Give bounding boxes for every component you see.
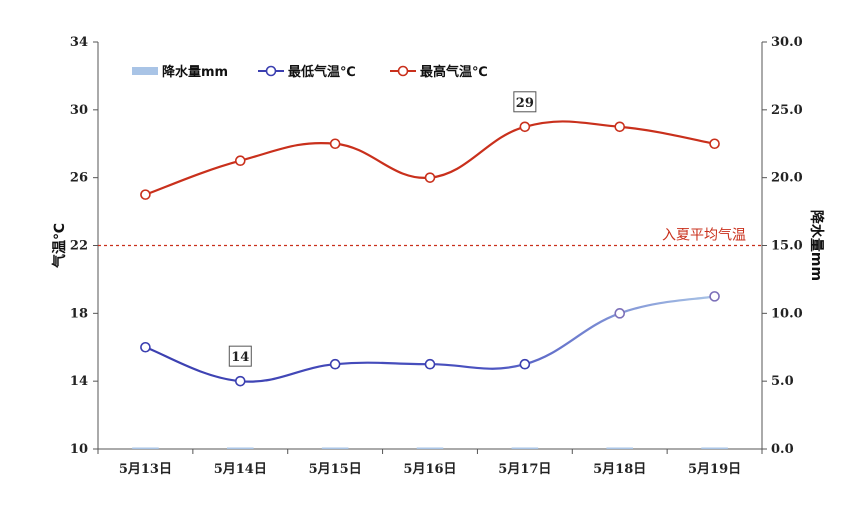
x-tick-label: 5月18日: [593, 462, 646, 477]
data-label: 14: [231, 350, 249, 365]
data-point: [519, 358, 531, 370]
left-tick-label: 30: [70, 103, 88, 118]
precipitation-bar: [416, 447, 444, 449]
data-point: [234, 375, 246, 387]
x-tick-label: 5月15日: [309, 462, 362, 477]
legend-swatch-marker: [265, 65, 277, 77]
data-point: [329, 358, 341, 370]
left-axis-title: 气温℃: [51, 223, 68, 269]
reference-line-group: 入夏平均气温: [98, 228, 762, 247]
data-point: [614, 308, 626, 319]
data-point: [519, 121, 531, 133]
right-tick-label: 5.0: [771, 374, 794, 389]
x-tick-label: 5月19日: [688, 462, 741, 477]
data-point: [614, 121, 626, 133]
legend: 降水量mm 最低气温℃ 最高气温℃: [132, 64, 488, 80]
left-tick-label: 18: [70, 306, 88, 321]
series-line-max-temp: [145, 120, 715, 196]
data-point: [709, 138, 720, 150]
precipitation-bar: [606, 447, 633, 449]
data-point: [424, 358, 436, 370]
data-point: [329, 138, 341, 150]
x-tick-label: 5月14日: [214, 462, 267, 477]
axes: 10 14 18 22 26 30 34 0.0 5.0 10.0 15.0 20.0 25.0 30.0…: [51, 35, 825, 477]
right-tick-label: 15.0: [771, 239, 803, 254]
left-tick-label: 14: [70, 374, 88, 389]
left-tick-label: 34: [70, 35, 88, 50]
left-tick-label: 22: [70, 239, 88, 254]
left-tick-label: 10: [70, 442, 88, 457]
data-point: [234, 155, 246, 167]
x-tick-label: 5月17日: [498, 462, 551, 477]
legend-swatch-precipitation: [132, 67, 158, 75]
data-label-box: [228, 345, 252, 367]
right-axis-title: 降水量mm: [808, 210, 825, 281]
data-label: 29: [516, 96, 534, 111]
left-tick-label: 26: [70, 171, 88, 186]
right-tick-label: 20.0: [771, 171, 803, 186]
legend-label: 最低气温℃: [288, 64, 356, 80]
reference-line-label: 入夏平均气温: [662, 228, 746, 244]
x-tick-label: 5月16日: [403, 462, 456, 477]
data-point: [140, 341, 151, 353]
precipitation-bar: [227, 447, 254, 449]
data-point: [709, 291, 720, 302]
legend-swatch-marker: [397, 65, 409, 77]
legend-label: 最高气温℃: [420, 64, 488, 80]
right-tick-label: 25.0: [771, 103, 803, 118]
right-tick-label: 0.0: [771, 442, 794, 457]
x-tick-label: 5月13日: [119, 462, 172, 477]
precipitation-bar: [511, 447, 539, 449]
data-label-box: [513, 91, 537, 113]
data-point: [424, 172, 436, 183]
series-group: [132, 120, 728, 449]
precipitation-bar: [321, 447, 349, 449]
data-point: [140, 189, 151, 200]
right-tick-label: 30.0: [771, 35, 803, 50]
precipitation-bar: [132, 447, 159, 449]
right-tick-label: 10.0: [771, 306, 803, 321]
precipitation-bar: [701, 447, 728, 449]
legend-label: 降水量mm: [162, 64, 228, 80]
data-labels-group: 14 29: [228, 91, 537, 367]
